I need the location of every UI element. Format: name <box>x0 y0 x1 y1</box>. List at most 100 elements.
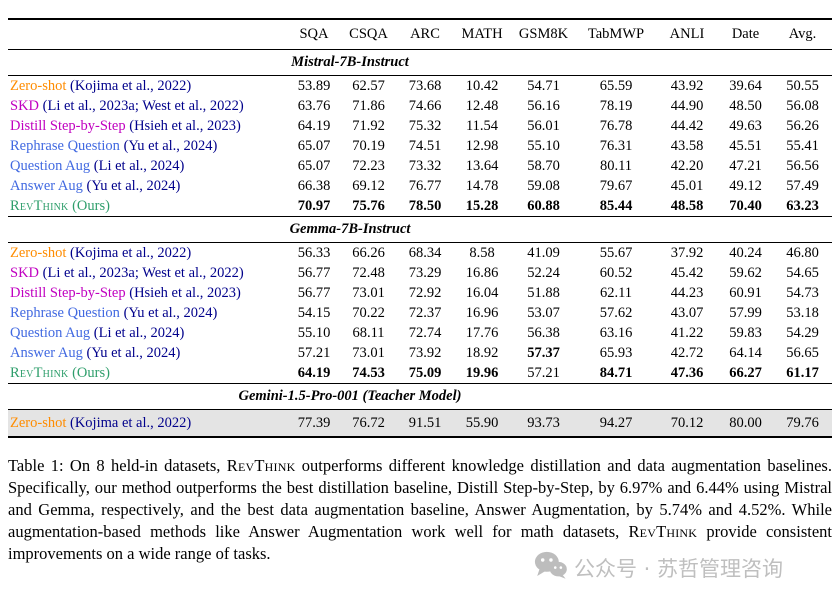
wechat-icon <box>534 551 567 584</box>
value-gsm8k: 56.16 <box>527 98 560 114</box>
citation: (Li et al., 2023a; West et al., 2022) <box>39 98 244 114</box>
citation: (Ours) <box>68 365 110 381</box>
value-date: 66.27 <box>729 365 762 381</box>
value-gsm8k: 54.71 <box>527 78 560 94</box>
citation: (Kojima et al., 2022) <box>66 415 192 431</box>
value-arc: 73.92 <box>408 345 442 361</box>
value-anli: 48.58 <box>670 198 704 214</box>
value-csqa: 74.53 <box>352 365 385 381</box>
value-anli: 43.92 <box>670 78 704 94</box>
citation: (Kojima et al., 2022) <box>66 78 192 94</box>
table-row: Zero-shot (Kojima et al., 2022) 77.39 76.7… <box>8 409 832 437</box>
value-sqa: 63.76 <box>297 98 331 114</box>
value-date: 39.64 <box>729 78 762 94</box>
value-gsm8k: 51.88 <box>527 285 560 301</box>
value-arc: 91.51 <box>397 409 453 437</box>
method-name: Rephrase Question <box>10 138 120 154</box>
citation: (Yu et al., 2024) <box>82 178 181 194</box>
value-anli: 42.72 <box>670 345 704 361</box>
value-math: 16.04 <box>465 285 499 301</box>
value-anli: 45.01 <box>670 178 704 194</box>
caption-smallcaps-text: RevThink <box>226 456 296 475</box>
value-avg: 54.73 <box>786 285 819 301</box>
value-gsm8k: 55.10 <box>527 138 560 154</box>
method-cell: Distill Step-by-Step (Hsieh et al., 2023… <box>8 116 288 136</box>
value-arc: 75.09 <box>408 365 442 381</box>
value-anli: 45.42 <box>670 265 704 281</box>
value-arc: 74.66 <box>408 98 442 114</box>
value-math: 16.86 <box>465 265 499 281</box>
value-gsm8k: 58.70 <box>527 158 560 174</box>
table-row: Zero-shot (Kojima et al., 2022) 56.33 66.2… <box>8 243 832 264</box>
value-csqa: 62.57 <box>352 78 385 94</box>
value-tabmwp: 65.93 <box>599 345 633 361</box>
column-header-tabmwp: TabMWP <box>576 19 656 50</box>
value-tabmwp: 65.59 <box>599 78 633 94</box>
table-row: Distill Step-by-Step (Hsieh et al., 2023… <box>8 116 832 136</box>
value-csqa: 71.86 <box>352 98 385 114</box>
value-sqa: 64.19 <box>297 118 331 134</box>
value-math: 11.54 <box>465 118 499 134</box>
value-avg: 61.17 <box>786 365 819 381</box>
method-cell: RevThink (Ours) <box>8 196 288 217</box>
caption-text: Table 1: On 8 held-in datasets, <box>8 456 227 475</box>
value-sqa: 53.89 <box>297 78 331 94</box>
value-arc: 72.74 <box>408 325 442 341</box>
table-row: Answer Aug (Yu et al., 2024) 57.21 73.01 73… <box>8 343 832 363</box>
table-row: SKD (Li et al., 2023a; West et al., 2022… <box>8 263 832 283</box>
value-sqa: 57.21 <box>297 345 331 361</box>
method-name: SKD <box>10 98 40 114</box>
value-csqa: 73.01 <box>352 345 385 361</box>
method-name: Rephrase Question <box>10 305 120 321</box>
value-gsm8k: 52.24 <box>527 265 560 281</box>
value-sqa: 66.38 <box>297 178 331 194</box>
column-header-sqa: SQA <box>288 19 340 50</box>
value-math: 16.96 <box>465 305 499 321</box>
value-anli: 42.20 <box>670 158 704 174</box>
table-row: Distill Step-by-Step (Hsieh et al., 2023… <box>8 283 832 303</box>
value-anli: 43.58 <box>670 138 704 154</box>
watermark: 公众号 · 苏哲管理咨询 <box>534 551 783 584</box>
value-math: 12.98 <box>465 138 499 154</box>
table-row: Question Aug (Li et al., 2024) 55.10 68.11… <box>8 323 832 343</box>
value-avg: 56.08 <box>786 98 819 114</box>
paper-page: SQA CSQA ARC MATH GSM8K TabMWP ANLI Date Avg. Mi… <box>8 18 832 581</box>
method-cell: Question Aug (Li et al., 2024) <box>8 323 288 343</box>
value-sqa: 65.07 <box>297 158 331 174</box>
value-date: 59.62 <box>729 265 762 281</box>
value-anli: 37.92 <box>670 245 704 261</box>
section-header-row: Gemma-7B-Instruct <box>8 216 832 243</box>
section-title: Mistral-7B-Instruct <box>8 49 832 76</box>
value-avg: 56.26 <box>786 118 819 134</box>
value-tabmwp: 80.11 <box>599 158 633 174</box>
header-row: SQA CSQA ARC MATH GSM8K TabMWP ANLI Date Avg. <box>8 19 832 50</box>
method-column-header <box>8 19 288 50</box>
citation: (Hsieh et al., 2023) <box>125 285 241 301</box>
value-sqa: 65.07 <box>297 138 331 154</box>
column-header-avg: Avg. <box>773 19 832 50</box>
value-date: 49.63 <box>729 118 762 134</box>
value-date: 59.83 <box>729 325 762 341</box>
table-row: Rephrase Question (Yu et al., 2024) 54.15… <box>8 303 832 323</box>
value-math: 10.42 <box>465 78 499 94</box>
table-row: SKD (Li et al., 2023a; West et al., 2022… <box>8 96 832 116</box>
value-arc: 73.68 <box>408 78 442 94</box>
value-avg: 57.49 <box>786 178 819 194</box>
value-csqa: 66.26 <box>352 245 385 261</box>
value-csqa: 76.72 <box>340 409 397 437</box>
value-date: 60.91 <box>729 285 762 301</box>
value-tabmwp: 85.44 <box>599 198 633 214</box>
citation: (Li et al., 2024) <box>90 325 185 341</box>
value-math: 8.58 <box>469 245 495 261</box>
value-math: 17.76 <box>465 325 499 341</box>
value-anli: 44.23 <box>670 285 704 301</box>
citation: (Li et al., 2023a; West et al., 2022) <box>39 265 244 281</box>
value-anli: 44.90 <box>670 98 704 114</box>
value-avg: 54.65 <box>786 265 819 281</box>
citation: (Ours) <box>68 198 110 214</box>
value-csqa: 70.19 <box>352 138 385 154</box>
value-avg: 54.29 <box>786 325 819 341</box>
value-math: 15.28 <box>465 198 499 214</box>
value-date: 64.14 <box>729 345 762 361</box>
value-tabmwp: 76.78 <box>599 118 633 134</box>
